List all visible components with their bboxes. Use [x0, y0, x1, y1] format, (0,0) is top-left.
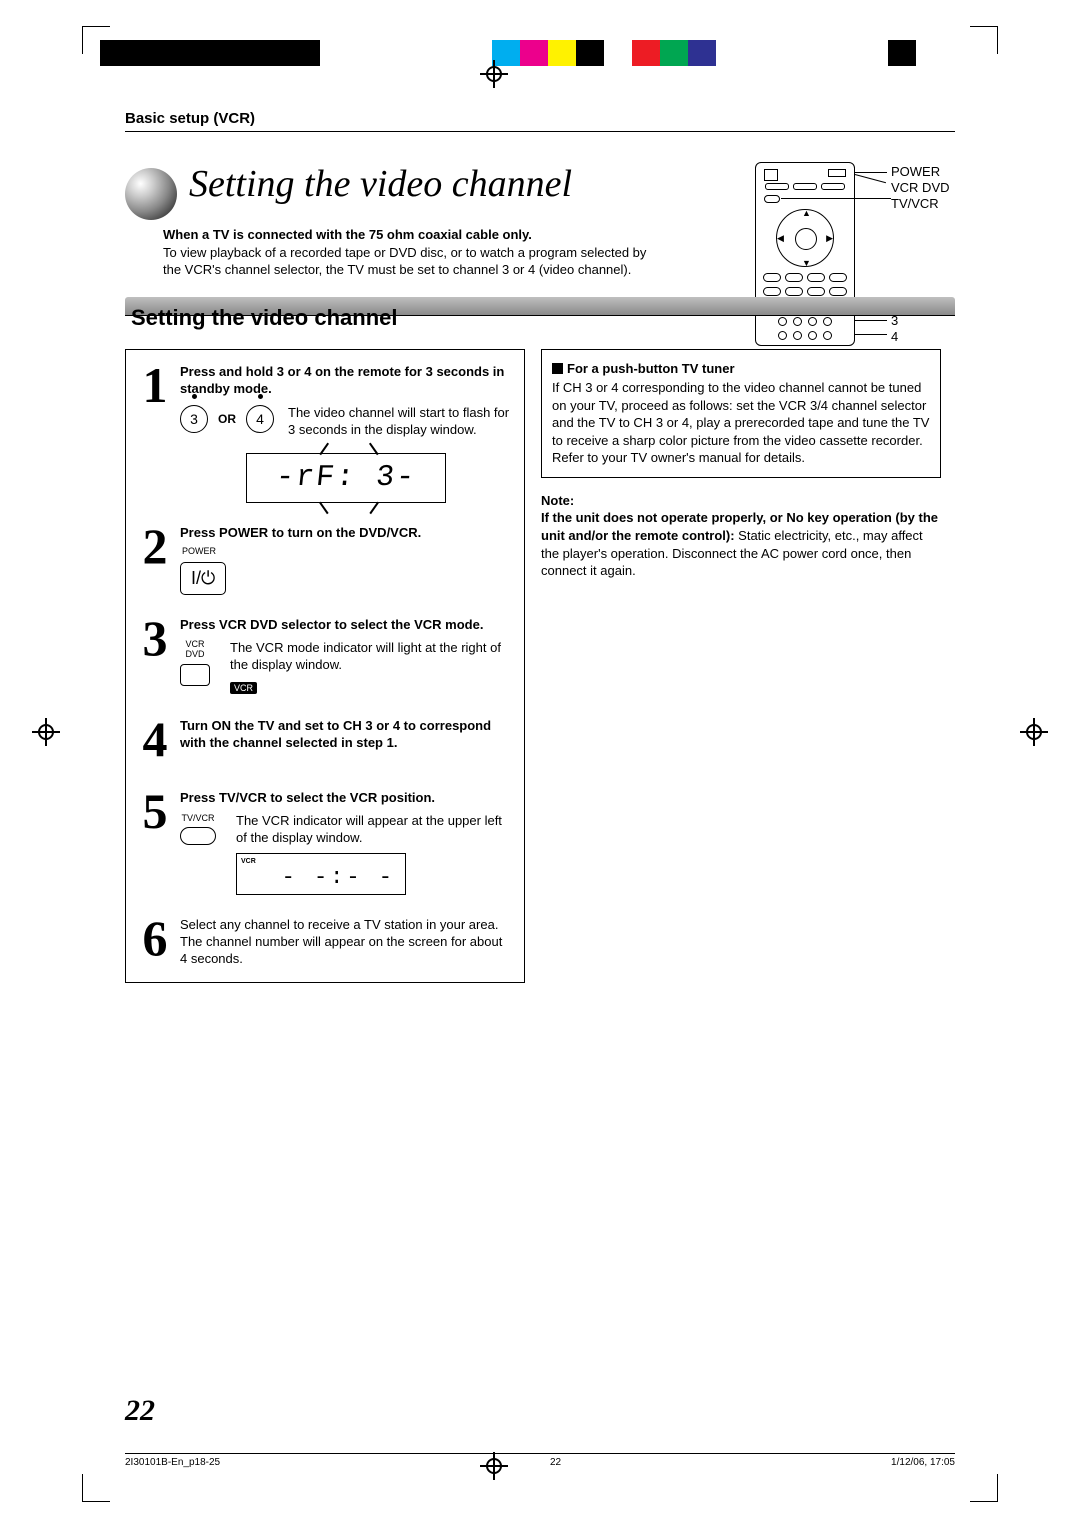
intro-text: When a TV is connected with the 75 ohm c…: [163, 226, 663, 279]
intro-bold: When a TV is connected with the 75 ohm c…: [163, 227, 532, 242]
step-2: 2 Press POWER to turn on the DVD/VCR. PO…: [138, 525, 512, 595]
title-sphere-icon: [125, 168, 177, 220]
remote-button-4: 4: [246, 405, 274, 433]
reg-mark-top: [480, 60, 508, 88]
page-title: Setting the video channel: [189, 162, 572, 206]
step-description: The VCR indicator will appear at the upp…: [236, 813, 512, 847]
intro-body: To view playback of a recorded tape or D…: [163, 245, 646, 278]
remote-label-vcrdvd: VCR DVD: [891, 180, 950, 195]
power-label: POWER: [182, 546, 512, 556]
steps-box: 1 Press and hold 3 or 4 on the remote fo…: [125, 349, 525, 983]
step-number: 5: [138, 790, 172, 895]
power-button-icon: I/⏻: [180, 562, 226, 595]
subheader-bar: Setting the video channel: [125, 297, 955, 333]
section-header: Basic setup (VCR): [125, 110, 955, 132]
step-1: 1 Press and hold 3 or 4 on the remote fo…: [138, 364, 512, 504]
step-instruction: Turn ON the TV and set to CH 3 or 4 to c…: [180, 718, 512, 752]
step-3: 3 Press VCR DVD selector to select the V…: [138, 617, 512, 696]
remote-label-tvvcr: TV/VCR: [891, 196, 939, 211]
footer-left: 2I30101B-En_p18-25: [125, 1457, 220, 1468]
step-description: The VCR mode indicator will light at the…: [230, 640, 512, 674]
note-block: Note: If the unit does not operate prope…: [541, 492, 941, 580]
reg-mark-right: [1020, 718, 1048, 746]
vcrdvd-button-icon: [180, 664, 210, 686]
content-area: Basic setup (VCR) Setting the video chan…: [125, 110, 955, 983]
step-4: 4 Turn ON the TV and set to CH 3 or 4 to…: [138, 718, 512, 761]
remote-label-power: POWER: [891, 164, 940, 179]
crop-mark: [82, 26, 110, 54]
step-number: 3: [138, 617, 172, 696]
step-description: The video channel will start to flash fo…: [288, 405, 512, 439]
tvvcr-button-icon: [180, 827, 216, 845]
crop-mark: [970, 1474, 998, 1502]
manual-page: Basic setup (VCR) Setting the video chan…: [0, 0, 1080, 1528]
display-vcr-time: VCR - -:- -: [236, 853, 406, 895]
footer-center: 22: [550, 1457, 561, 1468]
step-number: 2: [138, 525, 172, 595]
push-button-tuner-box: For a push-button TV tuner If CH 3 or 4 …: [541, 349, 941, 478]
info-column: For a push-button TV tuner If CH 3 or 4 …: [541, 349, 941, 983]
note-heading: Note:: [541, 493, 574, 508]
footer-right: 1/12/06, 17:05: [891, 1457, 955, 1468]
step-6: 6 Select any channel to receive a TV sta…: [138, 917, 512, 968]
black-square-icon: [552, 363, 563, 374]
info-heading: For a push-button TV tuner: [567, 361, 735, 376]
crop-mark: [970, 26, 998, 54]
step-instruction: Press TV/VCR to select the VCR position.: [180, 790, 512, 807]
page-number: 22: [125, 1394, 155, 1428]
print-color-bar: [100, 40, 916, 66]
step-instruction: Press and hold 3 or 4 on the remote for …: [180, 364, 512, 398]
step-number: 6: [138, 917, 172, 968]
footer: 2I30101B-En_p18-25 22 1/12/06, 17:05: [125, 1453, 955, 1468]
or-label: OR: [218, 412, 236, 426]
step-text: Select any channel to receive a TV stati…: [180, 917, 512, 968]
remote-button-3: 3: [180, 405, 208, 433]
info-body: If CH 3 or 4 corresponding to the video …: [552, 379, 930, 467]
step-5: 5 Press TV/VCR to select the VCR positio…: [138, 790, 512, 895]
subheader-text: Setting the video channel: [131, 305, 397, 331]
vcr-badge: VCR: [230, 682, 257, 694]
step-instruction: Press POWER to turn on the DVD/VCR.: [180, 525, 512, 542]
reg-mark-left: [32, 718, 60, 746]
step-number: 1: [138, 364, 172, 504]
step-number: 4: [138, 718, 172, 761]
crop-mark: [82, 1474, 110, 1502]
display-rf3: -rF: 3-: [246, 453, 446, 503]
step-instruction: Press VCR DVD selector to select the VCR…: [180, 617, 512, 634]
